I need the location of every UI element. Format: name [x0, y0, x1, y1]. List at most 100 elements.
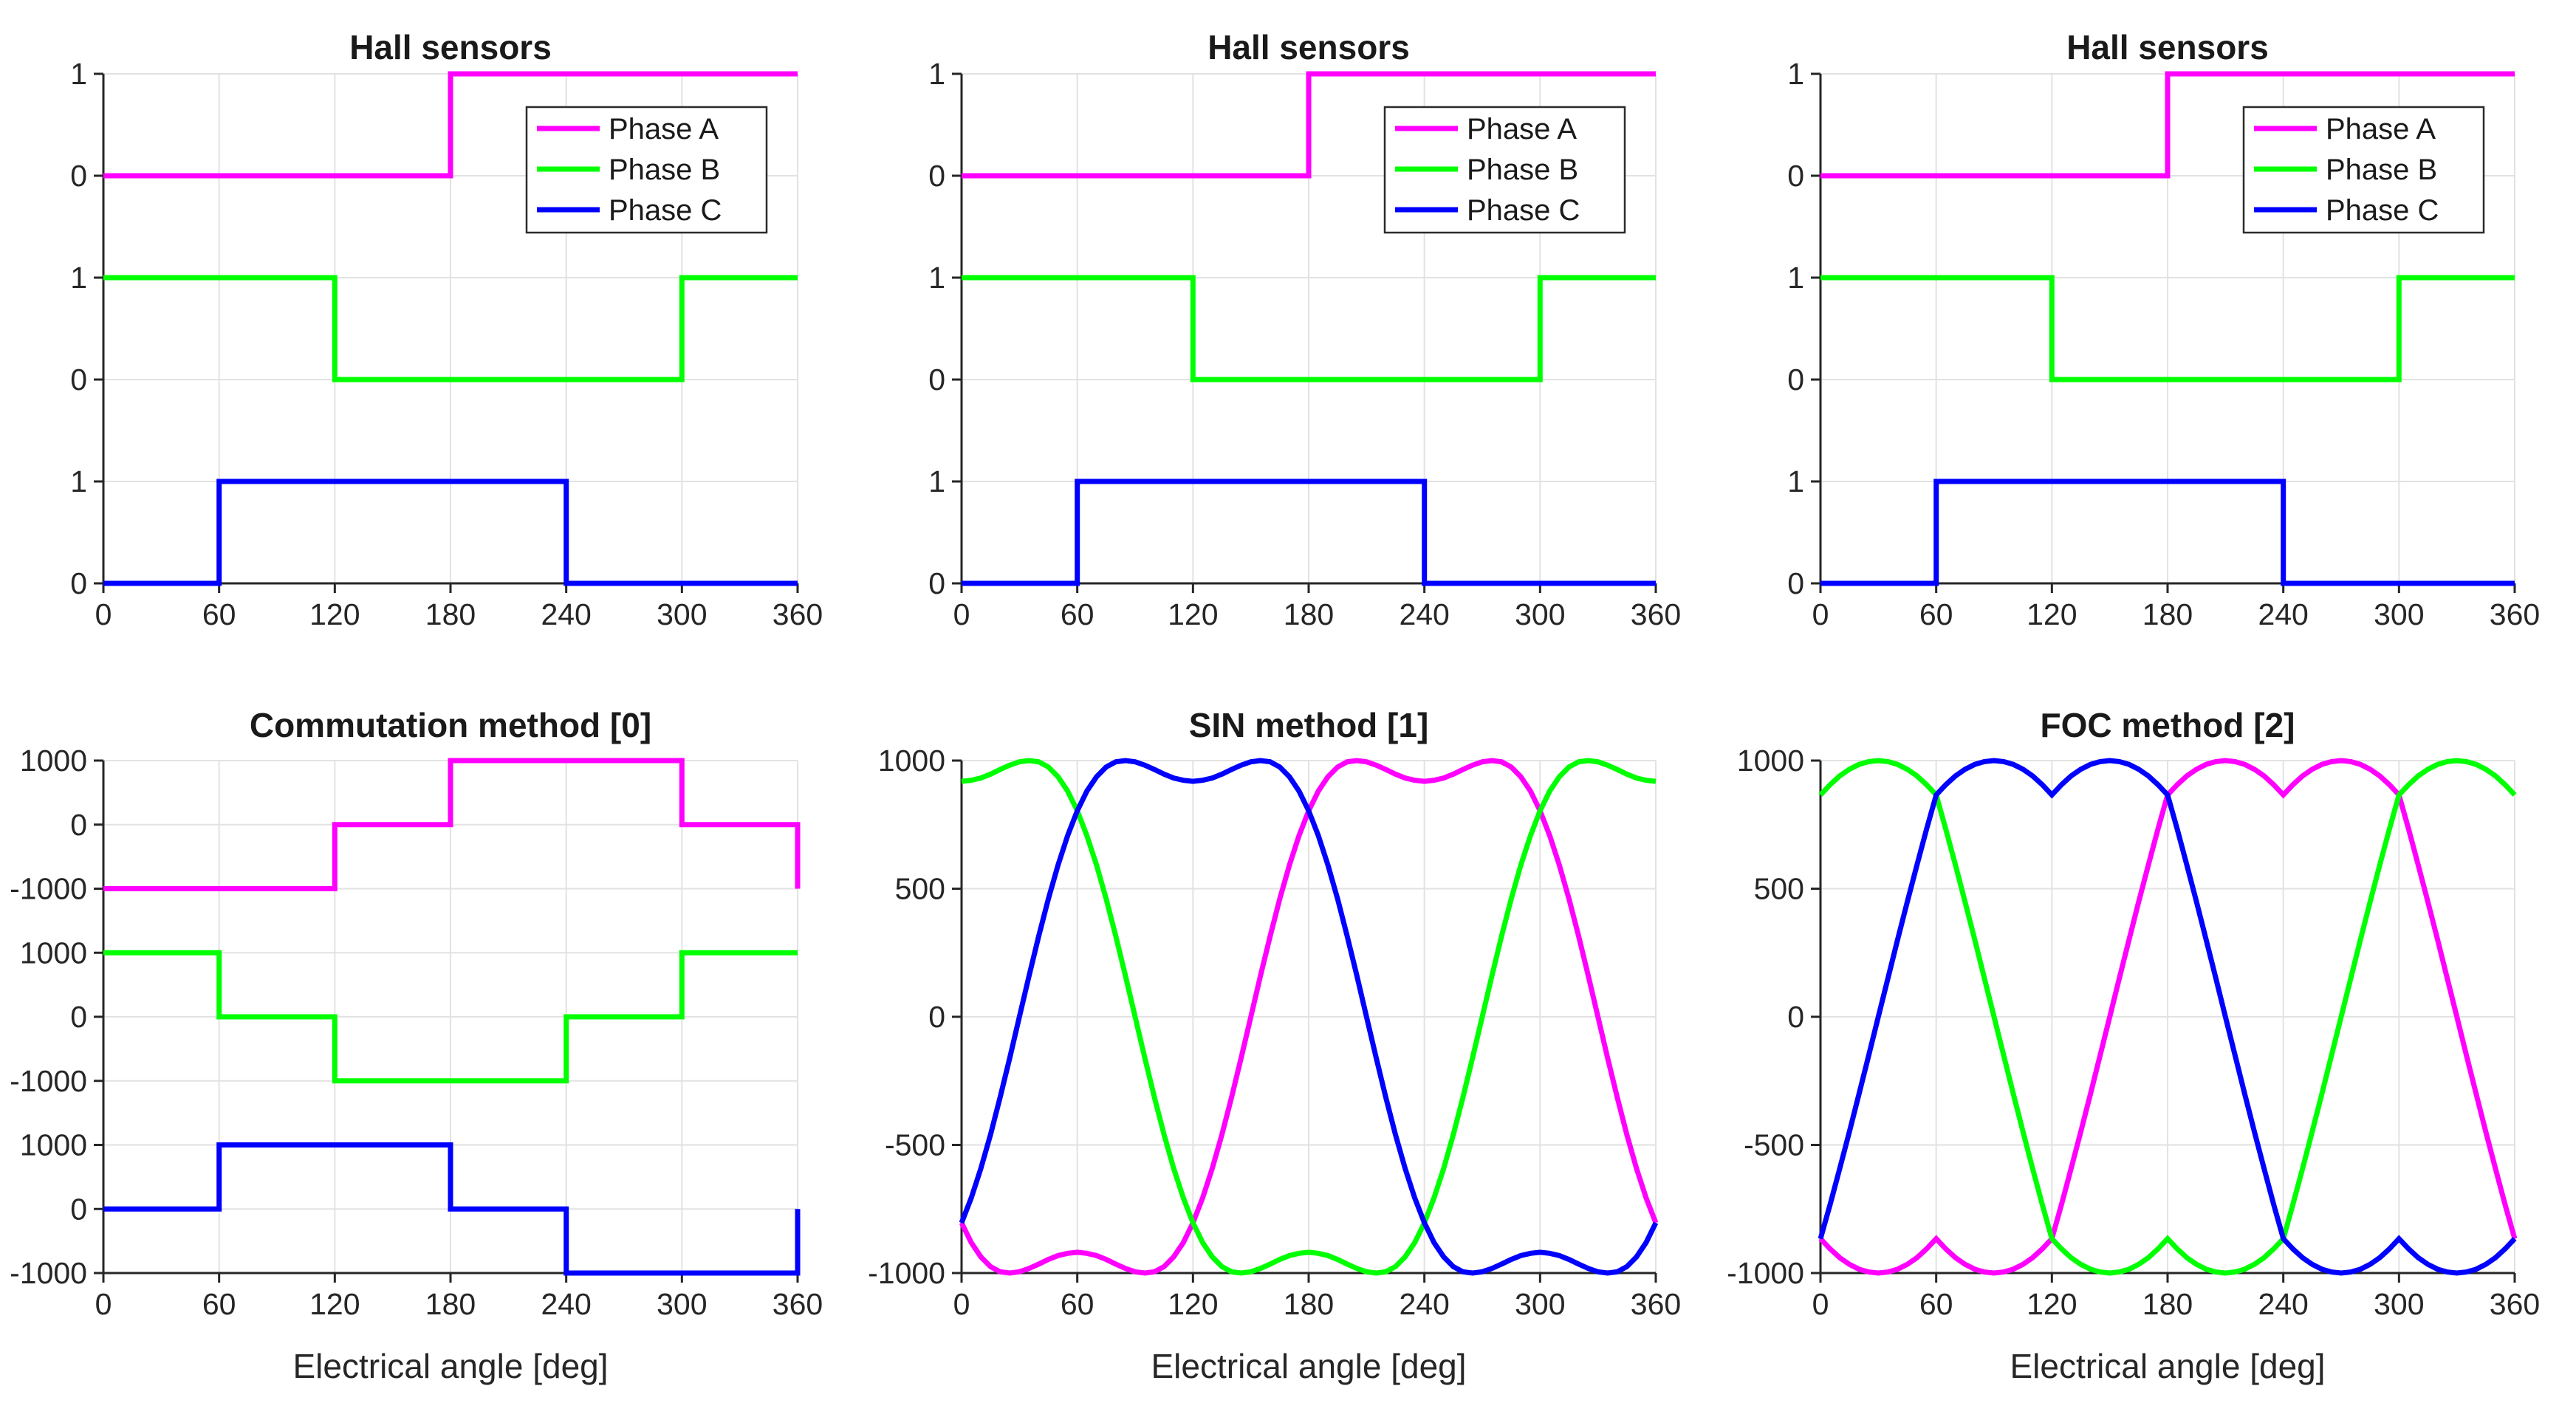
y-tick-label: 1 — [928, 57, 945, 91]
y-tick-label: 0 — [928, 159, 945, 193]
x-tick-label: 180 — [2142, 597, 2193, 631]
series-phase-c — [1818, 758, 2517, 1276]
y-tick-label: -1000 — [10, 1256, 87, 1290]
y-tick-label: 0 — [70, 159, 87, 193]
series-phase-c — [103, 1142, 801, 1276]
series-phase-a — [962, 71, 1656, 179]
hall-sensors-plot-3: 0 60 120 180 240 300 360 1 0 1 0 1 0 Hall sensors Ph… — [1787, 28, 2540, 631]
y-tick-label: 1 — [70, 261, 87, 295]
y-tick-label: 0 — [928, 1000, 945, 1034]
y-tick-label: 1 — [1787, 57, 1804, 91]
plot-area: 0 60 120 180 240 300 360 1000 500 0 -500 -1000 — [868, 744, 1681, 1321]
x-tick-label: 180 — [2142, 1287, 2193, 1321]
y-tick-label: -1000 — [10, 872, 87, 906]
series-phase-b — [1820, 275, 2515, 383]
series-phase-a — [103, 758, 801, 891]
hall-sensors-plot-2: 0 60 120 180 240 300 360 1 0 1 0 1 0 Hall sensors Ph… — [928, 28, 1681, 631]
y-tick-label: -1000 — [1727, 1256, 1804, 1290]
x-tick-label: 240 — [541, 1287, 591, 1321]
plot-title: Hall sensors — [1208, 28, 1410, 66]
x-axis-label: Electrical angle [deg] — [2010, 1347, 2325, 1385]
legend-label-phase-a: Phase A — [609, 113, 719, 145]
x-tick-label: 360 — [1631, 597, 1681, 631]
y-tick-label: 0 — [1787, 159, 1804, 193]
x-tick-label: 0 — [953, 1287, 970, 1321]
legend-label-phase-c: Phase C — [2326, 194, 2439, 227]
plot-title: Hall sensors — [349, 28, 552, 66]
x-tick-label: 120 — [309, 1287, 360, 1321]
plot-title: Hall sensors — [2066, 28, 2269, 66]
y-tick-label: 1 — [70, 464, 87, 498]
plot-area: 0 60 120 180 240 300 36010000-100010000-100010… — [10, 744, 823, 1321]
y-tick-label: 1 — [1787, 464, 1804, 498]
legend-label-phase-b: Phase B — [1467, 154, 1578, 186]
x-tick-label: 300 — [1515, 597, 1565, 631]
x-tick-label: 60 — [1061, 1287, 1095, 1321]
y-tick-label: 0 — [928, 566, 945, 600]
y-tick-label: -500 — [1744, 1128, 1804, 1162]
x-tick-label: 120 — [1168, 597, 1218, 631]
hall-sensors-plot-1: 0 60 120 180 240 300 360 1 0 1 0 1 0 Hall sensors Ph… — [70, 28, 823, 631]
commutation-method-plot: 0 60 120 180 240 300 36010000-100010000-100010… — [10, 706, 823, 1385]
series-phase-b — [962, 275, 1656, 383]
x-tick-label: 240 — [2258, 597, 2308, 631]
x-tick-label: 120 — [309, 597, 360, 631]
plot-area: 0 60 120 180 240 300 360 1 0 1 0 1 0 — [70, 57, 823, 631]
series-phase-c — [959, 758, 1659, 1276]
x-tick-label: 300 — [1515, 1287, 1565, 1321]
legend-label-phase-c: Phase C — [1467, 194, 1580, 227]
x-tick-label: 0 — [953, 597, 970, 631]
x-tick-label: 300 — [2374, 597, 2424, 631]
x-axis-label: Electrical angle [deg] — [292, 1347, 608, 1385]
series-phase-b — [103, 950, 798, 1084]
legend-label-phase-b: Phase B — [2326, 154, 2437, 186]
x-tick-label: 180 — [1284, 1287, 1334, 1321]
x-tick-label: 360 — [2490, 597, 2540, 631]
series-phase-c — [103, 478, 798, 586]
y-tick-label: -1000 — [10, 1064, 87, 1098]
y-tick-label: 1 — [1787, 261, 1804, 295]
sin-method-plot: 0 60 120 180 240 300 360 1000 500 0 -500 -1000 SIN … — [868, 706, 1681, 1385]
x-tick-label: 0 — [1812, 597, 1829, 631]
x-tick-label: 240 — [541, 597, 591, 631]
y-tick-label: -500 — [885, 1128, 945, 1162]
x-tick-label: 300 — [2374, 1287, 2424, 1321]
x-tick-label: 360 — [1631, 1287, 1681, 1321]
y-tick-label: 0 — [928, 363, 945, 397]
x-tick-label: 300 — [657, 597, 707, 631]
x-axis-label: Electrical angle [deg] — [1151, 1347, 1466, 1385]
legend-label-phase-a: Phase A — [1467, 113, 1577, 145]
y-tick-label: 1000 — [1737, 744, 1804, 778]
legend-label-phase-a: Phase A — [2326, 113, 2436, 145]
y-tick-label: 0 — [1787, 566, 1804, 600]
y-tick-label: 1 — [928, 261, 945, 295]
x-tick-label: 60 — [1919, 597, 1953, 631]
y-tick-label: 1000 — [20, 1128, 87, 1162]
legend: Phase A Phase B Phase C — [2242, 106, 2485, 234]
x-tick-label: 360 — [773, 1287, 823, 1321]
x-tick-label: 60 — [202, 1287, 236, 1321]
x-tick-label: 360 — [773, 597, 823, 631]
x-tick-label: 0 — [95, 1287, 112, 1321]
y-tick-label: 0 — [70, 566, 87, 600]
x-tick-label: 180 — [1284, 597, 1334, 631]
series-phase-c — [1820, 478, 2515, 586]
foc-method-plot: 0 60 120 180 240 300 360 1000 500 0 -500 -1000 FOC … — [1727, 706, 2540, 1385]
y-tick-label: 0 — [1787, 363, 1804, 397]
x-tick-label: 60 — [1919, 1287, 1953, 1321]
y-tick-label: 1 — [70, 57, 87, 91]
plot-area: 0 60 120 180 240 300 360 1 0 1 0 1 0 — [1787, 57, 2540, 631]
x-tick-label: 240 — [1399, 1287, 1449, 1321]
plot-title: SIN method [1] — [1189, 706, 1429, 744]
y-tick-label: 1000 — [878, 744, 945, 778]
x-tick-label: 120 — [1168, 1287, 1218, 1321]
series-phase-a — [103, 71, 798, 179]
x-tick-label: 120 — [2027, 597, 2077, 631]
plot-area: 0 60 120 180 240 300 360 1000 500 0 -500 -1000 — [1727, 744, 2540, 1321]
x-tick-label: 120 — [2027, 1287, 2077, 1321]
x-tick-label: 360 — [2490, 1287, 2540, 1321]
series-phase-c — [962, 478, 1656, 586]
legend-label-phase-b: Phase B — [609, 154, 720, 186]
plot-title: FOC method [2] — [2041, 706, 2295, 744]
